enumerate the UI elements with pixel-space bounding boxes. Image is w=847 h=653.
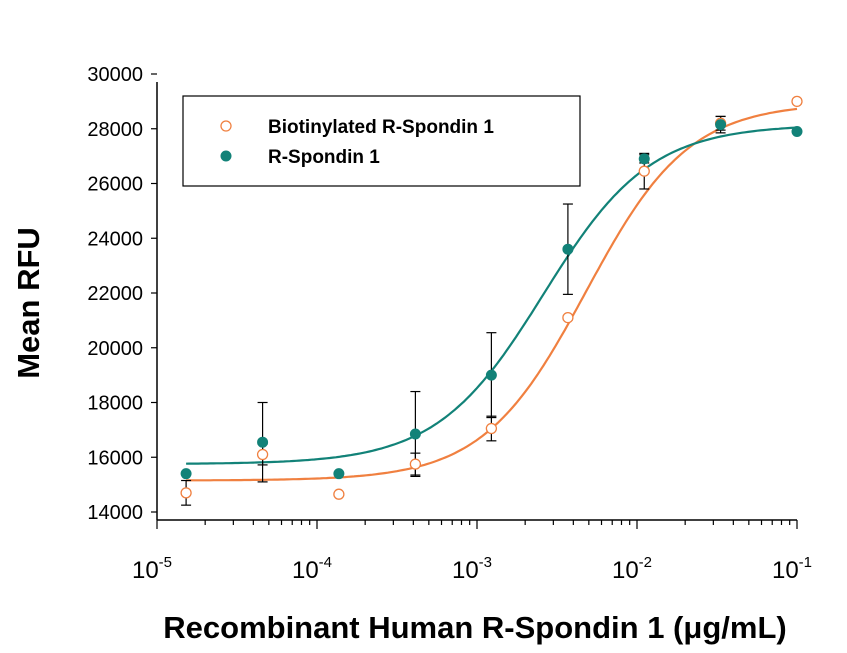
data-point-rspondin (257, 436, 269, 448)
data-point-biotinylated (791, 95, 803, 108)
data-point-rspondin (333, 468, 345, 480)
data-point-biotinylated (562, 311, 574, 324)
data-point-rspondin (409, 428, 421, 440)
legend: Biotinylated R-Spondin 1 R-Spondin 1 (182, 95, 581, 187)
y-axis-title: Mean RFU (11, 227, 46, 379)
y-tick-labels: 14000 16000 18000 20000 22000 24000 26000 28000… (87, 64, 143, 524)
x-tick-label: 10-2 (612, 554, 652, 584)
data-point-biotinylated (638, 165, 650, 177)
legend-marker-biotinylated (220, 120, 232, 132)
data-point-biotinylated (409, 458, 422, 470)
data-point-rspondin (180, 468, 192, 480)
data-point-biotinylated (180, 487, 192, 499)
y-tick-label: 20000 (87, 338, 143, 360)
x-tick-label: 10-3 (452, 554, 492, 584)
x-tick-labels: 10-5 10-4 10-3 10-2 10-1 (132, 554, 812, 584)
data-point-biotinylated (485, 422, 498, 435)
y-tick-label: 28000 (87, 119, 143, 141)
tick-layer (151, 73, 798, 529)
data-points (180, 95, 803, 500)
x-tick-label: 10-5 (132, 554, 172, 584)
data-point-rspondin (485, 369, 497, 381)
y-tick-label: 24000 (87, 228, 143, 250)
legend-marker-rspondin (220, 150, 232, 162)
legend-box (182, 95, 581, 187)
data-point-rspondin (638, 153, 650, 165)
legend-label-rspondin: R-Spondin 1 (268, 147, 380, 168)
y-tick-label: 30000 (87, 64, 143, 86)
data-point-biotinylated (256, 448, 269, 461)
x-tick-label: 10-4 (292, 554, 332, 584)
x-axis-title: Recombinant Human R-Spondin 1 (μg/mL) (163, 610, 786, 645)
y-tick-label: 18000 (87, 393, 143, 415)
y-tick-label: 26000 (87, 174, 143, 196)
x-tick-label: 10-1 (772, 554, 812, 584)
data-point-rspondin (715, 119, 727, 131)
data-point-rspondin (562, 243, 574, 255)
data-point-biotinylated (333, 488, 345, 500)
data-point-rspondin (791, 125, 803, 137)
legend-label-biotinylated: Biotinylated R-Spondin 1 (268, 117, 494, 138)
y-tick-label: 16000 (87, 447, 143, 469)
y-tick-label: 14000 (87, 502, 143, 524)
y-tick-label: 22000 (87, 283, 143, 305)
